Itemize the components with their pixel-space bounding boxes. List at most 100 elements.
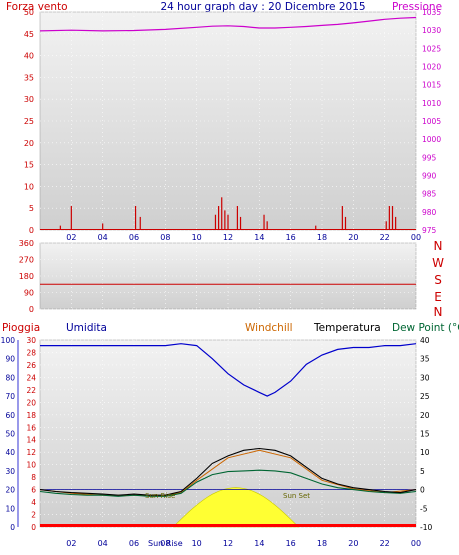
direction-tick-label: 0 [29, 305, 34, 314]
humidity-axis-label: Umidita [66, 322, 107, 334]
x-tick-label: 22 [380, 539, 390, 548]
pressure-tick-label: 1020 [422, 63, 441, 72]
wind-tick-label: 35 [24, 73, 34, 82]
rain-tick-label: 24 [26, 373, 36, 382]
x-tick-label: 00 [411, 233, 421, 242]
rain-tick-label: 14 [26, 436, 36, 445]
rain-tick-label: 18 [26, 411, 36, 420]
humidity-tick-label: 10 [5, 504, 15, 513]
x-tick-label: 16 [286, 539, 296, 548]
direction-tick-label: 270 [19, 256, 34, 265]
chart-title: 24 hour graph day : 20 Dicembre 2015 [160, 1, 365, 13]
rain-tick-label: 8 [31, 473, 36, 482]
direction-tick-label: 180 [19, 272, 34, 281]
x-tick-label: 20 [348, 233, 358, 242]
x-tick-label: 08 [160, 233, 170, 242]
x-tick-label: 20 [348, 539, 358, 548]
x-tick-label: 12 [223, 233, 233, 242]
pressure-tick-label: 1030 [422, 26, 441, 35]
x-tick-label: 04 [98, 539, 108, 548]
temperature-tick-label: 40 [420, 336, 430, 345]
humidity-tick-label: 0 [10, 523, 15, 532]
sun-rise-axis-label: Sun Rise [148, 539, 183, 548]
x-tick-label: 02 [66, 233, 76, 242]
direction-tick-label: 90 [24, 289, 34, 298]
rain-tick-label: 22 [26, 386, 36, 395]
pressure-tick-label: 995 [422, 153, 437, 162]
x-tick-label: 16 [286, 233, 296, 242]
humidity-tick-label: 50 [5, 430, 15, 439]
sun-layer [172, 487, 300, 528]
rain-axis-label: Pioggia [2, 322, 40, 334]
x-tick-label: 18 [317, 233, 327, 242]
rain-tick-label: 12 [26, 448, 36, 457]
windchill-legend: Windchill [245, 322, 293, 334]
humidity-line [40, 343, 417, 397]
x-tick-label: 00 [411, 539, 421, 548]
wind-tick-label: 50 [24, 8, 34, 17]
rain-tick-label: 2 [31, 511, 36, 520]
temperature-legend: Temperatura [313, 322, 381, 334]
pressure-tick-label: 1015 [422, 81, 441, 90]
humidity-tick-label: 90 [5, 355, 15, 364]
direction-label-n-bottom: N [434, 305, 443, 319]
pressure-tick-label: 1000 [422, 135, 441, 144]
wind-tick-label: 30 [24, 95, 34, 104]
rain-tick-label: 0 [31, 523, 36, 532]
axes-layer: 0510152025303540455097598098599099510001… [1, 8, 442, 548]
wind-tick-label: 10 [24, 182, 34, 191]
wind-tick-label: 40 [24, 52, 34, 61]
rain-tick-label: 10 [26, 461, 36, 470]
humidity-tick-label: 30 [5, 467, 15, 476]
rain-tick-label: 26 [26, 361, 36, 370]
temperature-tick-label: -5 [420, 504, 428, 513]
pressure-tick-label: 1025 [422, 44, 441, 53]
sun-set-annotation: Sun Set [283, 492, 310, 500]
humidity-tick-label: 70 [5, 392, 15, 401]
wind-tick-label: 5 [29, 204, 34, 213]
direction-tick-label: 360 [19, 239, 34, 248]
wind-tick-label: 0 [29, 226, 34, 235]
rain-tick-label: 28 [26, 348, 36, 357]
x-tick-label: 14 [254, 233, 264, 242]
rain-tick-label: 30 [26, 336, 36, 345]
wind-tick-label: 15 [24, 161, 34, 170]
direction-label-w: W [432, 256, 444, 270]
dewpoint-line [39, 469, 417, 497]
direction-label-s: S [434, 273, 442, 287]
temperature-tick-label: 20 [420, 411, 430, 420]
x-tick-label: 18 [317, 539, 327, 548]
temperature-tick-label: 10 [420, 448, 430, 457]
rain-tick-label: 4 [31, 498, 36, 507]
pressure-tick-label: 990 [422, 172, 437, 181]
humidity-tick-label: 100 [1, 336, 16, 345]
humidity-tick-label: 40 [5, 448, 15, 457]
pressure-line [39, 16, 417, 32]
rain-tick-label: 20 [26, 398, 36, 407]
x-tick-label: 06 [129, 233, 139, 242]
temperature-tick-label: 35 [420, 355, 430, 364]
x-tick-label: 14 [254, 539, 264, 548]
rain-tick-label: 16 [26, 423, 36, 432]
wind-tick-label: 25 [24, 117, 34, 126]
wind-axis-label: Forza vento [6, 1, 68, 13]
pressure-tick-label: 1035 [422, 8, 441, 17]
pressure-tick-label: 980 [422, 208, 437, 217]
temperature-tick-label: 25 [420, 392, 430, 401]
temperature-tick-label: 5 [420, 467, 425, 476]
wind-tick-label: 20 [24, 139, 34, 148]
temperature-line [39, 447, 417, 496]
x-tick-label: 04 [98, 233, 108, 242]
temperature-tick-label: -10 [420, 523, 432, 532]
temperature-tick-label: 30 [420, 373, 430, 382]
wind-tick-label: 45 [24, 30, 34, 39]
direction-label-n-top: N [434, 239, 443, 253]
x-tick-label: 12 [223, 539, 233, 548]
dewpoint-legend: Dew Point (°C [392, 322, 459, 334]
x-tick-label: 10 [192, 233, 202, 242]
pressure-tick-label: 985 [422, 190, 437, 199]
x-tick-label: 10 [192, 539, 202, 548]
sun-rise-annotation: Sun Rise [145, 492, 175, 500]
temperature-tick-label: 0 [420, 486, 425, 495]
